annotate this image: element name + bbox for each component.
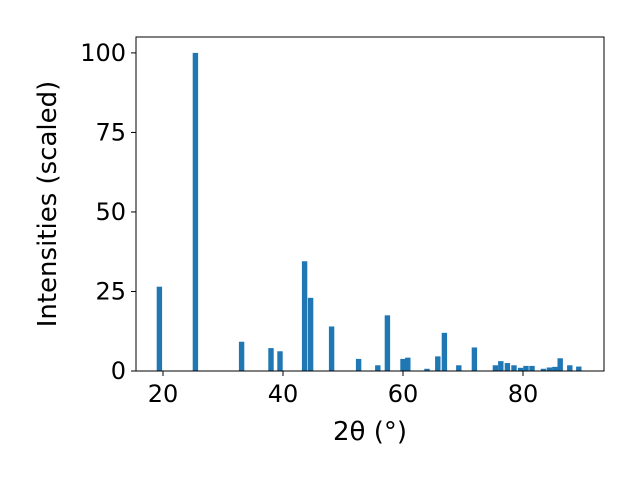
bar [511, 365, 517, 371]
bar [529, 365, 535, 371]
bar [192, 52, 199, 372]
bar [540, 368, 547, 371]
bars-group [156, 52, 582, 372]
bar [576, 366, 582, 371]
bar [557, 358, 563, 371]
bar [156, 286, 163, 371]
x-tick-label: 60 [388, 380, 419, 408]
y-tick-label: 25 [95, 277, 126, 305]
bar [471, 347, 478, 371]
bar [405, 357, 411, 371]
bar [400, 358, 406, 371]
bar [456, 365, 462, 371]
bar [424, 368, 430, 371]
bar [307, 297, 314, 371]
x-tick-label: 80 [508, 380, 539, 408]
x-tick-label: 40 [268, 380, 299, 408]
x-axis-label: 2θ (°) [333, 417, 407, 447]
x-tick-label: 20 [148, 380, 179, 408]
bar [384, 315, 391, 371]
bar [375, 365, 381, 371]
bar [492, 365, 499, 371]
bar [238, 341, 245, 371]
bar [268, 348, 274, 371]
bar [435, 356, 441, 371]
bar [498, 361, 504, 371]
y-tick-label: 50 [95, 198, 126, 226]
bar [523, 365, 529, 371]
bar [504, 363, 511, 371]
bar [552, 366, 558, 371]
y-tick-label: 100 [80, 39, 126, 67]
y-tick-label: 0 [111, 357, 126, 385]
bar [546, 367, 553, 371]
bar [277, 351, 283, 371]
y-tick-label: 75 [95, 118, 126, 146]
plot-frame [135, 36, 605, 372]
ticks-group: 20 40 60 80 0 25 50 75 100 [80, 39, 538, 408]
bar [355, 358, 362, 371]
bar [328, 326, 335, 371]
bar [301, 261, 308, 371]
y-axis-label: Intensities (scaled) [33, 81, 63, 328]
bar [567, 365, 573, 371]
bar [517, 367, 524, 371]
bar [441, 332, 448, 371]
